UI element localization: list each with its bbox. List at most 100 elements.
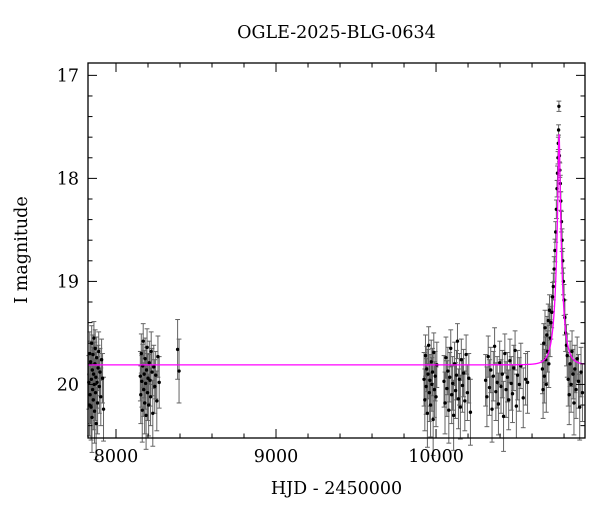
data-point	[521, 396, 525, 400]
data-point	[557, 104, 561, 108]
data-point	[540, 367, 545, 371]
data-point	[463, 399, 467, 403]
data-point	[95, 380, 99, 385]
data-point	[550, 295, 555, 299]
data-point	[148, 378, 152, 383]
data-point	[498, 361, 502, 365]
data-point	[576, 379, 581, 384]
data-point	[99, 395, 103, 399]
data-point	[90, 368, 95, 372]
y-tick-label: 18	[57, 169, 79, 189]
data-point	[145, 390, 150, 395]
data-point	[447, 408, 451, 412]
data-point	[142, 401, 147, 405]
data-point	[490, 407, 494, 411]
data-point	[458, 405, 463, 409]
data-point	[453, 388, 458, 393]
data-point	[92, 336, 96, 340]
data-point	[543, 326, 547, 330]
data-point	[510, 392, 515, 396]
data-point	[500, 372, 504, 376]
data-point	[93, 390, 98, 395]
data-point	[442, 379, 446, 384]
data-point	[503, 351, 507, 356]
data-point	[138, 374, 143, 378]
data-point	[547, 362, 551, 366]
data-point	[545, 333, 549, 337]
data-point	[467, 376, 471, 380]
data-point	[456, 397, 461, 401]
data-point	[509, 381, 513, 386]
data-point	[573, 367, 577, 371]
data-point	[144, 368, 149, 372]
data-point	[567, 393, 571, 397]
data-point	[552, 267, 556, 271]
data-point	[553, 248, 557, 253]
data-point	[149, 349, 153, 354]
data-point	[92, 409, 97, 413]
data-point	[144, 413, 148, 418]
data-point	[156, 354, 160, 359]
data-point	[485, 395, 489, 399]
data-point	[512, 366, 516, 370]
data-point	[489, 368, 493, 372]
data-point	[443, 401, 447, 405]
data-point	[99, 358, 104, 362]
data-point	[101, 407, 106, 411]
data-point	[514, 404, 519, 408]
data-point	[422, 377, 426, 381]
data-point	[448, 375, 452, 379]
data-point	[428, 403, 433, 407]
data-point	[428, 378, 432, 383]
data-point	[444, 355, 448, 360]
data-point	[505, 375, 510, 379]
data-point	[464, 352, 468, 357]
data-point	[517, 382, 521, 387]
data-point	[151, 411, 155, 415]
data-point	[152, 365, 156, 369]
data-point	[495, 380, 499, 385]
data-point	[550, 310, 554, 315]
data-point	[91, 352, 95, 357]
data-point	[556, 128, 561, 132]
data-point	[542, 341, 546, 345]
data-point	[468, 410, 473, 414]
x-tick-label: 9000	[254, 447, 299, 467]
data-point	[501, 414, 506, 419]
data-point	[88, 360, 93, 364]
data-point	[432, 387, 437, 392]
data-point	[89, 405, 93, 409]
data-point	[454, 373, 459, 377]
data-point	[425, 367, 429, 371]
data-point	[94, 375, 98, 379]
model-curve	[88, 134, 586, 366]
data-point	[157, 380, 161, 385]
chart-title: OGLE-2025-BLG-0634	[237, 23, 436, 43]
data-point	[145, 345, 149, 350]
data-point	[455, 339, 460, 343]
y-tick-label: 19	[57, 272, 79, 292]
data-point	[427, 390, 432, 395]
data-point	[580, 390, 585, 395]
data-point	[450, 381, 455, 386]
data-point	[523, 377, 528, 381]
data-point	[572, 401, 576, 405]
data-point	[549, 320, 553, 325]
data-point	[513, 348, 517, 353]
data-point	[506, 398, 511, 402]
data-point	[426, 372, 430, 376]
data-point	[175, 347, 180, 352]
data-point	[430, 382, 434, 387]
data-point	[494, 389, 498, 394]
data-point	[153, 384, 157, 389]
data-point	[499, 384, 503, 389]
data-point	[542, 374, 547, 378]
data-point	[574, 387, 578, 392]
data-point	[451, 413, 456, 418]
data-point	[515, 373, 520, 377]
data-point	[483, 378, 488, 383]
data-point	[91, 398, 95, 402]
data-point	[143, 356, 147, 361]
data-point	[90, 415, 94, 420]
data-point	[97, 384, 102, 389]
